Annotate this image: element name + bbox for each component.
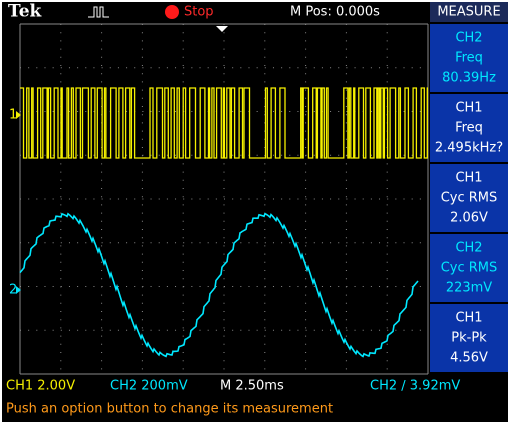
menu-source: CH1 — [455, 171, 482, 186]
menu-source: CH1 — [455, 311, 482, 326]
menu-title: MEASURE — [437, 5, 500, 20]
menu-type: Freq — [455, 51, 483, 66]
stop-icon — [165, 5, 179, 19]
menu-value: 223mV — [446, 281, 492, 296]
ch1-scale: CH1 2.00V — [6, 379, 75, 394]
menu-value: 80.39Hz — [442, 71, 496, 86]
menu-type: Cyc RMS — [441, 191, 498, 206]
menu-source: CH2 — [455, 31, 482, 46]
trigger-level: CH2 ∕ 3.92mV — [370, 379, 460, 394]
brand: Tek — [8, 2, 43, 22]
menu-source: CH1 — [455, 101, 482, 116]
message: Push an option button to change its meas… — [6, 402, 333, 417]
menu-value: 2.06V — [450, 211, 488, 226]
run-status: Stop — [184, 5, 214, 20]
menu-type: Cyc RMS — [441, 261, 498, 276]
menu-value: 4.56V — [450, 351, 488, 366]
scope-screen: Tek Stop M Pos: 0.000s MEASURE 1 2 CH2Fr… — [0, 0, 510, 424]
menu-type: Freq — [455, 121, 483, 136]
timebase: M 2.50ms — [220, 379, 284, 394]
menu-source: CH2 — [455, 241, 482, 256]
menu-type: Pk-Pk — [451, 331, 487, 346]
menu-value: 2.495kHz? — [435, 141, 503, 156]
ch2-scale: CH2 200mV — [110, 379, 188, 394]
horizontal-position: M Pos: 0.000s — [290, 5, 380, 20]
menu-items: CH2 Freq 80.39Hz CH1 Freq 2.495kHz? CH1 Cyc RMS… — [430, 24, 508, 372]
